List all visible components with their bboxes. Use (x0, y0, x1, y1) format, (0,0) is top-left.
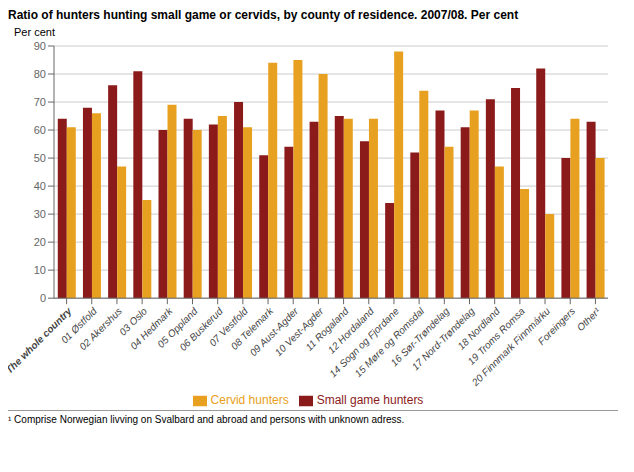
svg-text:50: 50 (34, 152, 46, 164)
svg-text:01 Østfold: 01 Østfold (58, 305, 99, 346)
svg-text:16 Sør-Trøndelag: 16 Sør-Trøndelag (388, 305, 452, 369)
html-text:Small game hunters: Small game hunters (316, 393, 424, 408)
svg-text:12 Hordaland: 12 Hordaland (325, 305, 376, 356)
svg-text:15 Møre og Romsdal: 15 Møre og Romsdal (352, 305, 427, 380)
svg-text:0: 0 (40, 292, 46, 304)
svg-text:30: 30 (34, 208, 46, 220)
svg-text:90: 90 (34, 40, 46, 52)
svg-text:20: 20 (34, 236, 46, 248)
html-text:Per cent: Per cent (14, 26, 55, 38)
svg-text:11 Rogaland: 11 Rogaland (303, 305, 351, 353)
svg-text:19 Troms Romsa: 19 Troms Romsa (465, 305, 527, 367)
svg-text:04 Hedmark: 04 Hedmark (128, 305, 175, 352)
html-text:¹ Comprise Norwegian livving o: ¹ Comprise Norwegian livving on Svalbard… (8, 414, 405, 425)
svg-text:07 Vestfold: 07 Vestfold (207, 305, 250, 349)
svg-text:03 Oslo: 03 Oslo (117, 305, 150, 338)
svg-text:Foreingers: Foreingers (536, 305, 578, 347)
svg-text:80: 80 (34, 68, 46, 80)
svg-text:10: 10 (34, 264, 46, 276)
svg-text:05 Oppland: 05 Oppland (155, 305, 200, 350)
svg-text:06 Buskerud: 06 Buskerud (177, 305, 225, 353)
svg-text:08 Telemark: 08 Telemark (228, 305, 276, 352)
svg-text:40: 40 (34, 180, 46, 192)
svg-text:02 Akershus: 02 Akershus (77, 305, 124, 353)
svg-text:10 Vest-Agder: 10 Vest-Agder (272, 305, 326, 359)
html-text:Ratio of hunters hunting small: Ratio of hunters hunting small game or c… (8, 8, 519, 22)
svg-text:Other¹: Other¹ (575, 305, 603, 333)
svg-text:09 Aust-Agder: 09 Aust-Agder (247, 305, 301, 359)
html-text:Cervid hunters: Cervid hunters (210, 393, 289, 408)
svg-text:17 Nord-Trøndelag: 17 Nord-Trøndelag (409, 305, 477, 373)
svg-text:18 Nordland: 18 Nordland (455, 305, 502, 352)
svg-text:14 Sogn og Fjordane: 14 Sogn og Fjordane (327, 305, 401, 380)
svg-text:60: 60 (34, 124, 46, 136)
svg-text:20 Finnmark Finnmárku: 20 Finnmark Finnmárku (469, 305, 552, 388)
svg-text:70: 70 (34, 96, 46, 108)
